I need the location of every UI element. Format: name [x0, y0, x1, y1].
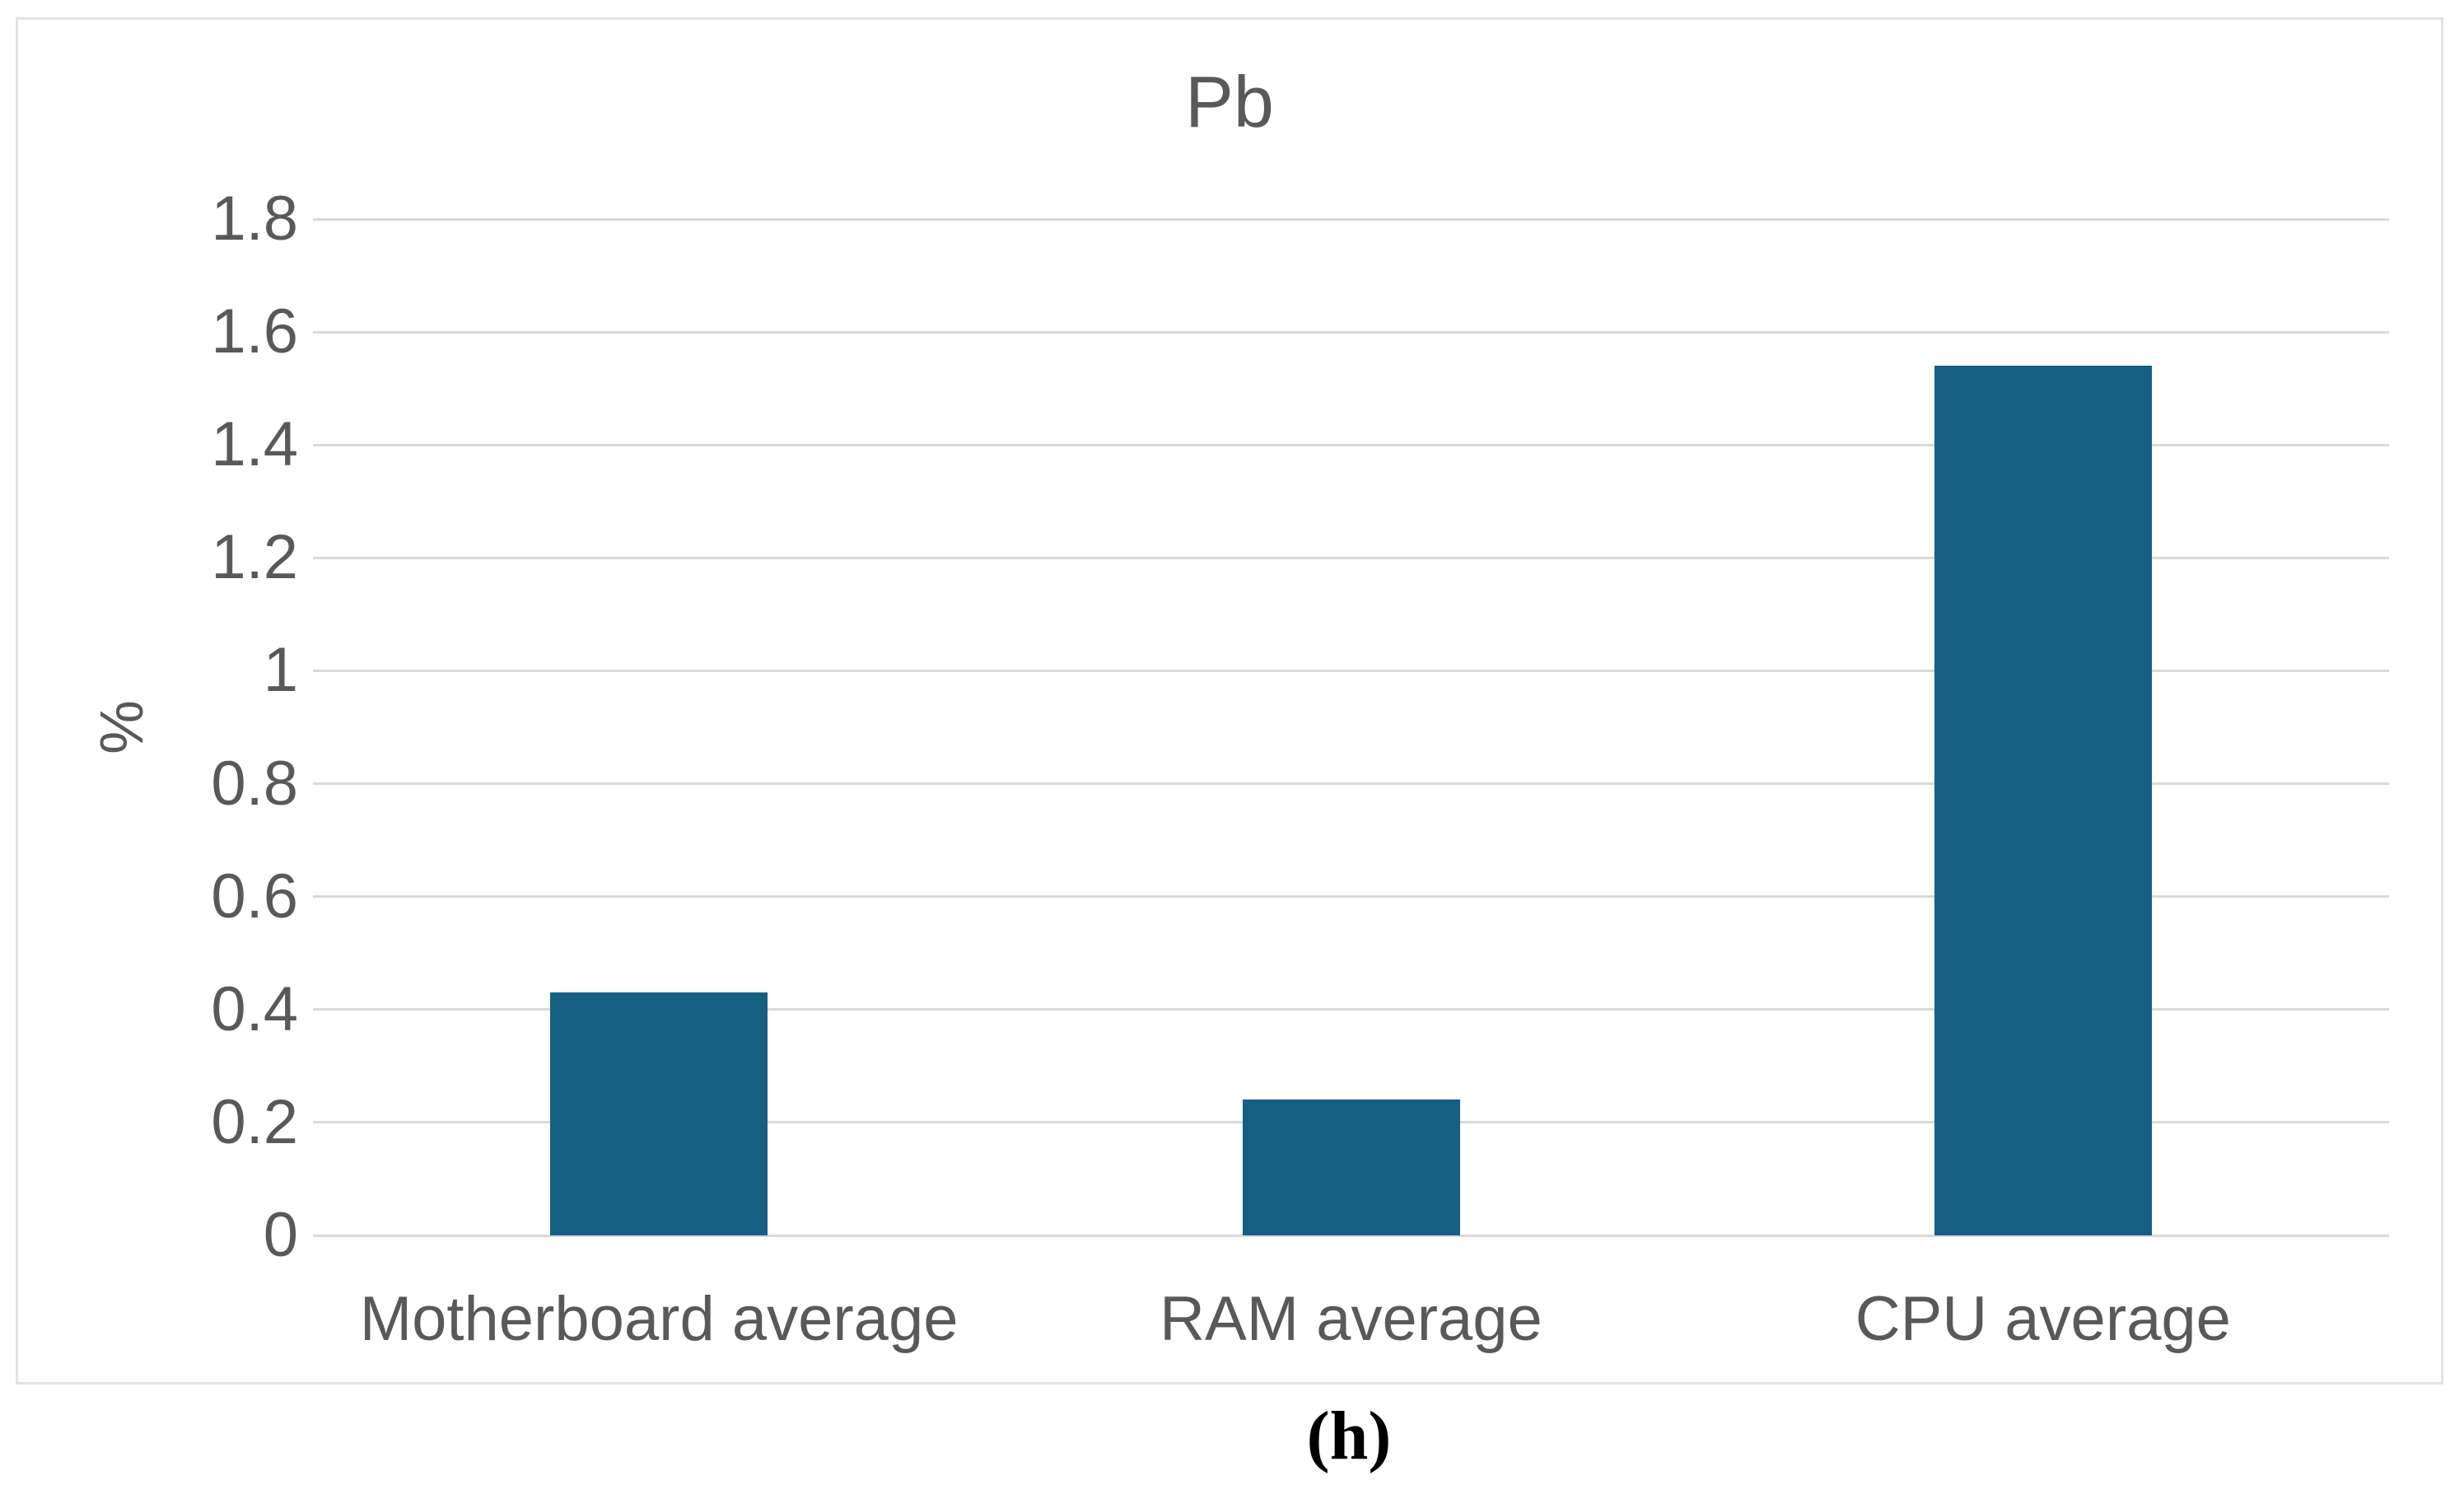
- gridline: [313, 556, 2389, 559]
- bar: [1242, 1099, 1460, 1235]
- y-tick-label: 0.2: [211, 1086, 298, 1157]
- x-category-label: RAM average: [1160, 1284, 1542, 1354]
- gridline: [313, 895, 2389, 899]
- x-category-label: CPU average: [1855, 1284, 2231, 1354]
- y-tick-label: 1.4: [211, 409, 298, 480]
- y-tick-label: 1.2: [211, 522, 298, 593]
- gridline: [313, 782, 2389, 786]
- chart-title: Pb: [1185, 61, 1274, 142]
- y-tick-label: 1.6: [211, 296, 298, 367]
- y-tick-label: 1: [263, 635, 298, 706]
- bar: [550, 992, 768, 1235]
- gridline: [313, 443, 2389, 446]
- gridline: [313, 217, 2389, 221]
- gridline: [313, 1234, 2389, 1237]
- gridline: [313, 1008, 2389, 1011]
- gridline: [313, 330, 2389, 334]
- plot-area: [313, 217, 2389, 1237]
- y-tick-label: 1.8: [211, 184, 298, 254]
- chart-frame: Pb % 1.8 1.6 1.4 1.2 1 0.8 0.6 0.4 0.2 0 Motherboa…: [16, 17, 2443, 1384]
- x-category-label: Motherboard average: [359, 1284, 959, 1354]
- gridline: [313, 669, 2389, 672]
- y-tick-label: 0.4: [211, 973, 298, 1044]
- y-axis-title: %: [87, 700, 156, 754]
- y-tick-label: 0.6: [211, 861, 298, 931]
- figure-caption: (h): [1306, 1398, 1392, 1474]
- bar: [1934, 366, 2152, 1235]
- y-tick-label: 0.8: [211, 748, 298, 819]
- y-tick-label: 0: [263, 1200, 298, 1270]
